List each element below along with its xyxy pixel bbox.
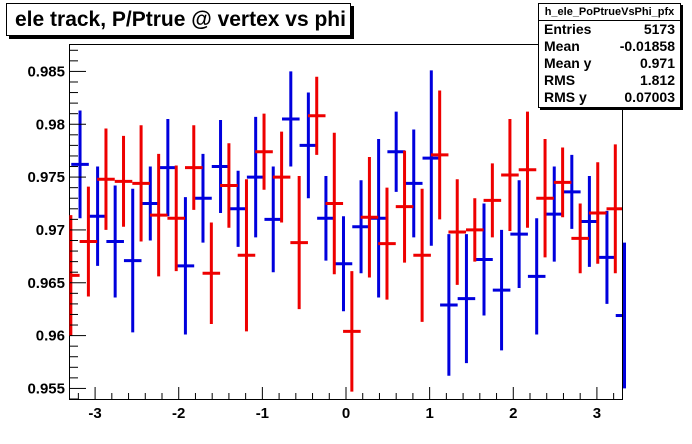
stats-value: 5173	[643, 21, 675, 37]
blue-data-point	[246, 116, 265, 238]
blue-data-point	[141, 166, 160, 241]
stats-row-mean-y: Mean y 0.971	[539, 55, 680, 72]
red-data-point	[536, 139, 554, 258]
stats-label: RMS y	[544, 89, 587, 105]
y-tick-label: 0.97	[36, 222, 65, 239]
blue-data-point	[299, 92, 318, 199]
blue-data-point	[282, 71, 300, 167]
y-tick-label: 0.96	[36, 328, 65, 345]
blue-data-point	[492, 229, 511, 351]
blue-data-point	[229, 170, 247, 247]
blue-data-point	[598, 210, 616, 304]
red-data-point	[237, 179, 256, 332]
blue-data-point	[352, 180, 370, 274]
red-data-point	[553, 147, 572, 218]
x-tick-label: 3	[593, 405, 601, 422]
y-tick-label: 0.985	[27, 63, 65, 80]
red-data-point	[430, 90, 449, 220]
red-data-point	[220, 143, 238, 228]
stats-value: -0.01858	[619, 38, 675, 54]
red-data-point	[97, 128, 115, 230]
red-data-point	[571, 203, 589, 274]
blue-data-point	[88, 166, 107, 266]
stats-row-mean: Mean -0.01858	[539, 38, 680, 55]
blue-data-point	[440, 234, 458, 376]
red-data-point	[114, 135, 133, 227]
stats-label: RMS	[544, 72, 576, 88]
blue-data-point	[159, 118, 177, 217]
chart-title: ele track, P/Ptrue @ vertex vs phi	[15, 8, 346, 31]
red-data-point	[413, 188, 431, 322]
blue-data-point	[510, 180, 528, 289]
blue-data-point	[264, 166, 283, 273]
title-box: ele track, P/Ptrue @ vertex vs phi	[6, 3, 351, 36]
x-tick-label: 0	[342, 405, 350, 422]
stats-label: Mean	[544, 38, 580, 54]
blue-data-point	[563, 154, 581, 229]
blue-data-point	[387, 111, 405, 192]
red-data-point	[79, 186, 98, 297]
plot-frame	[69, 44, 623, 400]
blue-data-point	[334, 216, 353, 312]
red-data-point	[606, 144, 622, 274]
red-data-point	[272, 131, 291, 223]
x-tick-label: 1	[425, 405, 433, 422]
blue-data-point	[615, 242, 627, 389]
blue-data-point	[176, 197, 195, 335]
red-data-point	[149, 153, 168, 277]
blue-data-point	[317, 176, 335, 261]
red-data-point	[343, 271, 361, 392]
red-data-point	[325, 132, 344, 275]
error-bars	[69, 70, 627, 392]
red-data-point	[466, 198, 484, 262]
blue-data-point	[106, 185, 124, 298]
y-tick-label: 0.975	[27, 169, 65, 186]
stats-row-rms: RMS 1.812	[539, 72, 680, 89]
x-tick-label: -2	[172, 405, 185, 422]
stats-value: 1.812	[639, 72, 675, 88]
x-tick-label: -1	[256, 405, 269, 422]
blue-data-point	[475, 203, 493, 316]
red-data-point	[518, 111, 537, 228]
axes: -3 -2 -1 0 1 2 3 0.955 0.96 0.965 0.97 0.975 0.98 0.9…	[27, 49, 615, 422]
stats-box-name: h_ele_PoPtrueVsPhi_pfx	[539, 4, 680, 21]
red-data-point	[202, 222, 221, 324]
stats-row-rms-y: RMS y 0.07003	[539, 89, 680, 106]
blue-data-point	[457, 234, 476, 364]
blue-data-point	[211, 120, 230, 214]
y-tick-label: 0.98	[36, 116, 65, 133]
stats-label: Mean y	[544, 55, 592, 71]
blue-data-point	[194, 153, 212, 243]
red-data-point	[307, 76, 326, 155]
red-data-point	[290, 176, 308, 310]
stats-row-entries: Entries 5173	[539, 21, 680, 38]
red-data-point	[167, 165, 185, 272]
red-data-point	[378, 187, 396, 300]
blue-data-point	[422, 70, 441, 246]
y-tick-label: 0.955	[27, 380, 65, 397]
red-data-point	[448, 179, 467, 285]
blue-data-point	[527, 218, 546, 335]
red-data-point	[483, 163, 502, 238]
red-data-point	[395, 150, 414, 263]
blue-data-point	[71, 110, 89, 219]
blue-data-point	[404, 129, 423, 238]
red-data-point	[501, 118, 519, 231]
stats-value: 0.07003	[624, 89, 675, 105]
x-tick-label: -3	[88, 405, 101, 422]
red-data-point	[69, 215, 80, 336]
y-tick-label: 0.965	[27, 275, 65, 292]
blue-data-point	[580, 176, 599, 267]
stats-label: Entries	[544, 21, 592, 37]
red-data-point	[360, 157, 379, 278]
red-data-point	[588, 162, 607, 264]
stats-box: h_ele_PoPtrueVsPhi_pfx Entries 5173 Mean…	[538, 3, 681, 108]
red-data-point	[255, 113, 273, 190]
x-tick-label: 2	[509, 405, 517, 422]
red-data-point	[132, 125, 150, 242]
blue-data-point	[123, 188, 142, 333]
stats-value: 0.971	[639, 55, 675, 71]
red-data-point	[185, 125, 203, 210]
